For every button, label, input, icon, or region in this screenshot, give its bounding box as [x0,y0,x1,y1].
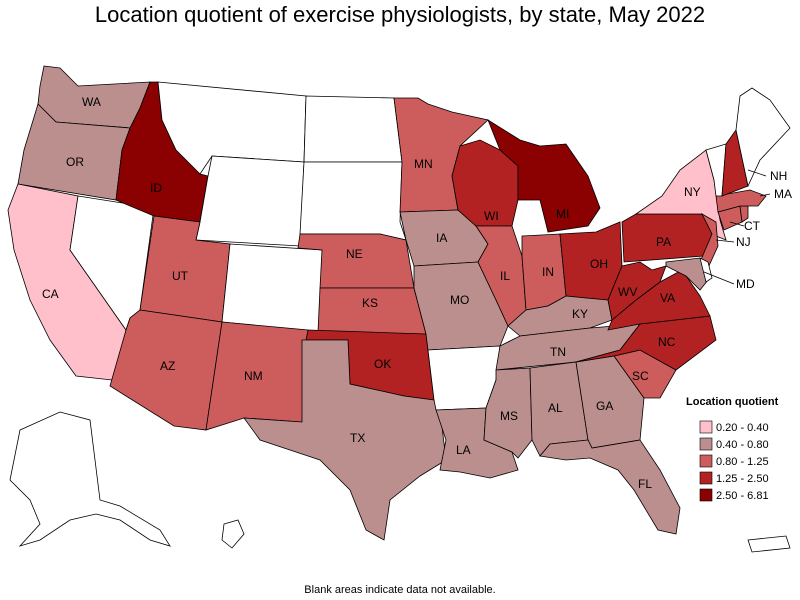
label-mo: MO [450,293,469,307]
state-ks[interactable] [317,287,427,335]
label-ms: MS [500,409,518,423]
state-sd[interactable] [299,161,407,241]
state-mi[interactable] [487,119,601,233]
label-la: LA [456,443,471,457]
legend-swatch-4 [699,488,713,502]
state-co[interactable] [221,243,323,333]
label-md: MD [736,277,755,291]
state-pr[interactable] [747,535,791,553]
label-ca: CA [42,287,59,301]
state-hi[interactable] [221,519,245,549]
label-wv: WV [618,285,637,299]
label-ks: KS [362,296,378,310]
label-tn: TN [550,345,566,359]
label-ok: OK [374,357,391,371]
label-al: AL [548,401,563,415]
legend-label-0: 0.20 - 0.40 [716,422,769,434]
label-wi: WI [484,209,499,223]
legend-swatch-2 [699,454,713,468]
label-ne: NE [346,247,363,261]
label-pa: PA [656,235,671,249]
leader-lines [703,169,771,285]
state-fl[interactable] [539,439,681,535]
label-ga: GA [596,399,613,413]
label-wa: WA [82,95,101,109]
label-nm: NM [244,369,263,383]
state-labels: WA OR CA ID UT AZ NM NE KS OK TX MN IA M… [42,95,792,491]
label-nh: NH [770,169,787,183]
label-mn: MN [414,157,433,171]
state-de[interactable] [699,257,713,283]
label-sc: SC [632,369,649,383]
legend-swatch-1 [699,437,713,451]
label-nc: NC [658,335,676,349]
state-me[interactable] [735,87,791,188]
state-nd[interactable] [303,95,403,163]
map-title: Location quotient of exercise physiologi… [94,2,706,27]
state-ak[interactable] [9,411,171,547]
label-fl: FL [638,477,652,491]
map-legend: Location quotient 0.20 - 0.40 0.40 - 0.80… [686,396,779,502]
label-or: OR [66,155,84,169]
label-nj: NJ [736,235,751,249]
label-ma: MA [774,187,792,201]
label-az: AZ [160,359,175,373]
label-oh: OH [590,257,608,271]
label-ut: UT [172,269,189,283]
legend-swatch-0 [699,420,713,434]
state-nc[interactable] [575,315,717,371]
legend-label-3: 1.25 - 2.50 [716,473,769,485]
legend-label-2: 0.80 - 1.25 [716,456,769,468]
legend-title: Location quotient [686,396,779,408]
label-ia: IA [436,231,447,245]
label-ct: CT [744,219,761,233]
label-il: IL [500,269,510,283]
footnote: Blank areas indicate data not available. [304,584,496,596]
label-ky: KY [572,307,588,321]
label-mi: MI [556,207,569,221]
state-vt[interactable] [705,143,727,197]
state-wy[interactable] [195,155,305,247]
label-id: ID [150,181,162,195]
state-wi[interactable] [451,139,519,227]
state-ma[interactable] [715,189,767,213]
label-va: VA [660,291,675,305]
legend-label-1: 0.40 - 0.80 [716,439,769,451]
label-in: IN [542,265,554,279]
legend-swatch-3 [699,471,713,485]
label-tx: TX [350,431,365,445]
label-ny: NY [684,185,701,199]
legend-label-4: 2.50 - 6.81 [716,490,769,502]
state-tx[interactable] [243,339,447,541]
